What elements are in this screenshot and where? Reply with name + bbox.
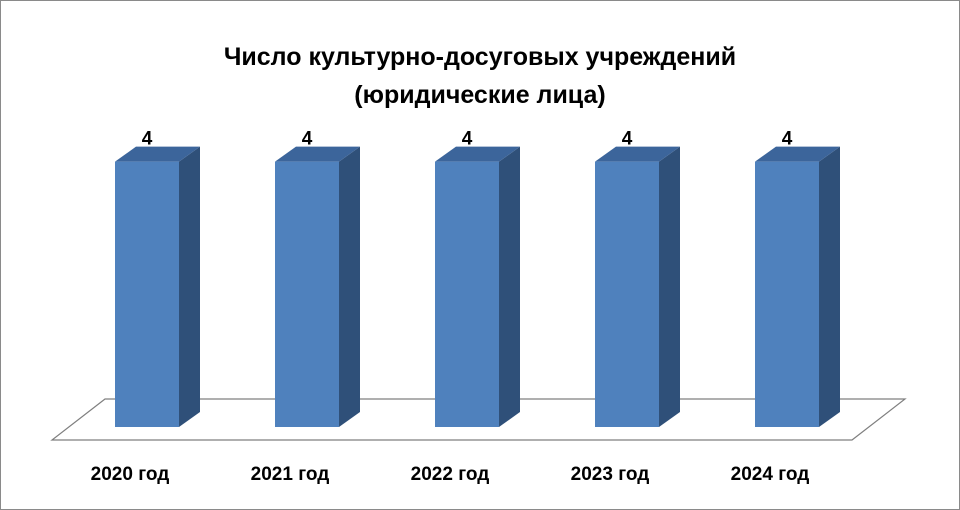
x-axis-ticks: 2020 год 2021 год 2022 год 2023 год 2024 год — [91, 464, 810, 485]
bar — [115, 161, 179, 427]
x-tick-label: 2021 год — [251, 464, 330, 485]
bar-top — [275, 146, 360, 162]
bar — [755, 161, 819, 427]
bar-top — [755, 146, 840, 162]
bar-side — [339, 146, 360, 427]
chart-title-line-1: Число культурно-досуговых учреждений — [223, 43, 737, 71]
x-tick-label: 2022 год — [411, 464, 490, 485]
data-label: 4 — [462, 129, 473, 150]
bar-side — [659, 146, 680, 427]
bar — [275, 161, 339, 427]
data-labels-group: 4 4 4 4 4 — [142, 129, 793, 150]
chart-title-line-2: (юридические лица) — [354, 81, 606, 109]
data-label: 4 — [142, 129, 153, 150]
bar-side — [179, 146, 200, 427]
bar-top — [595, 146, 680, 162]
bar-side — [819, 146, 840, 427]
data-label: 4 — [622, 129, 633, 150]
x-tick-label: 2020 год — [91, 464, 170, 485]
data-label: 4 — [302, 129, 313, 150]
x-tick-label: 2023 год — [571, 464, 650, 485]
x-tick-label: 2024 год — [731, 464, 810, 485]
bar — [435, 161, 499, 427]
chart-title: Число культурно-досуговых учреждений (юр… — [0, 38, 960, 114]
bar-top — [115, 146, 200, 162]
data-label: 4 — [782, 129, 793, 150]
bar — [595, 161, 659, 427]
bar-top — [435, 146, 520, 162]
bar-side — [499, 146, 520, 427]
bars-group — [115, 146, 840, 427]
